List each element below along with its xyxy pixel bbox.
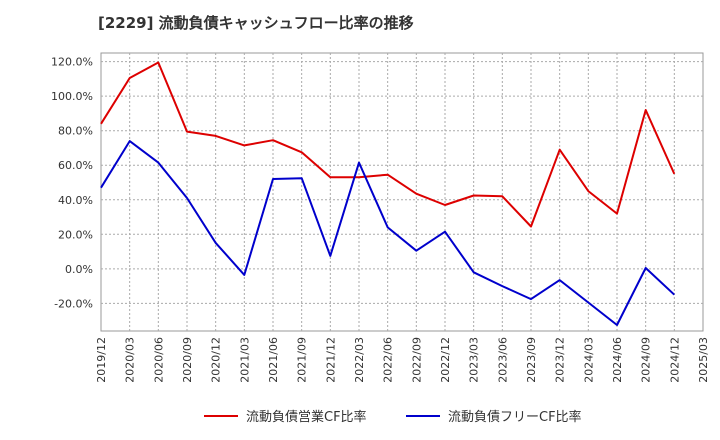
x-tick-label: 2022/03 [353, 337, 366, 383]
series-line-2 [100, 140, 675, 326]
x-tick-label: 2023/06 [496, 337, 509, 383]
x-axis-ticks: 2019/12 2020/03 2020/06 2020/09 2020/12 2021/… [95, 337, 710, 383]
x-tick-label: 2020/06 [152, 337, 165, 383]
x-tick-label: 2022/12 [439, 337, 452, 383]
y-tick-label: 0.0% [65, 263, 93, 276]
x-tick-label: 2023/12 [554, 337, 567, 383]
chart-title: [2229] 流動負債キャッシュフロー比率の推移 [98, 14, 414, 32]
y-tick-label: 20.0% [58, 228, 93, 241]
y-tick-label: -20.0% [54, 297, 93, 310]
x-tick-label: 2024/03 [582, 337, 595, 383]
legend-label-2: 流動負債フリーCF比率 [448, 409, 582, 425]
x-tick-label: 2021/03 [238, 337, 251, 383]
x-tick-label: 2023/03 [468, 337, 481, 383]
x-tick-label: 2024/09 [640, 337, 653, 383]
y-tick-label: 40.0% [58, 194, 93, 207]
legend: 流動負債営業CF比率 流動負債フリーCF比率 [204, 409, 582, 425]
x-tick-label: 2023/09 [525, 337, 538, 383]
x-tick-label: 2020/09 [181, 337, 194, 383]
x-tick-label: 2019/12 [95, 337, 108, 383]
y-axis-ticks: -20.0% 0.0% 20.0% 40.0% 60.0% 80.0% 100.0% 120.… [51, 56, 93, 311]
legend-label-1: 流動負債営業CF比率 [246, 409, 367, 425]
x-tick-label: 2020/03 [124, 337, 137, 383]
x-tick-label: 2021/06 [267, 337, 280, 383]
x-tick-label: 2025/03 [697, 337, 710, 383]
x-tick-label: 2021/09 [296, 337, 309, 383]
x-tick-label: 2021/12 [324, 337, 337, 383]
series-lines [100, 61, 676, 326]
grid-lines [101, 53, 703, 331]
y-tick-label: 120.0% [51, 56, 93, 69]
x-tick-label: 2024/12 [668, 337, 681, 383]
x-tick-label: 2022/09 [410, 337, 423, 383]
y-tick-label: 80.0% [58, 125, 93, 138]
x-tick-label: 2024/06 [611, 337, 624, 383]
x-tick-label: 2022/06 [382, 337, 395, 383]
series-line-1 [100, 61, 676, 228]
y-tick-label: 100.0% [51, 90, 93, 103]
x-tick-label: 2020/12 [210, 337, 223, 383]
plot-area [100, 52, 704, 332]
y-tick-label: 60.0% [58, 159, 93, 172]
